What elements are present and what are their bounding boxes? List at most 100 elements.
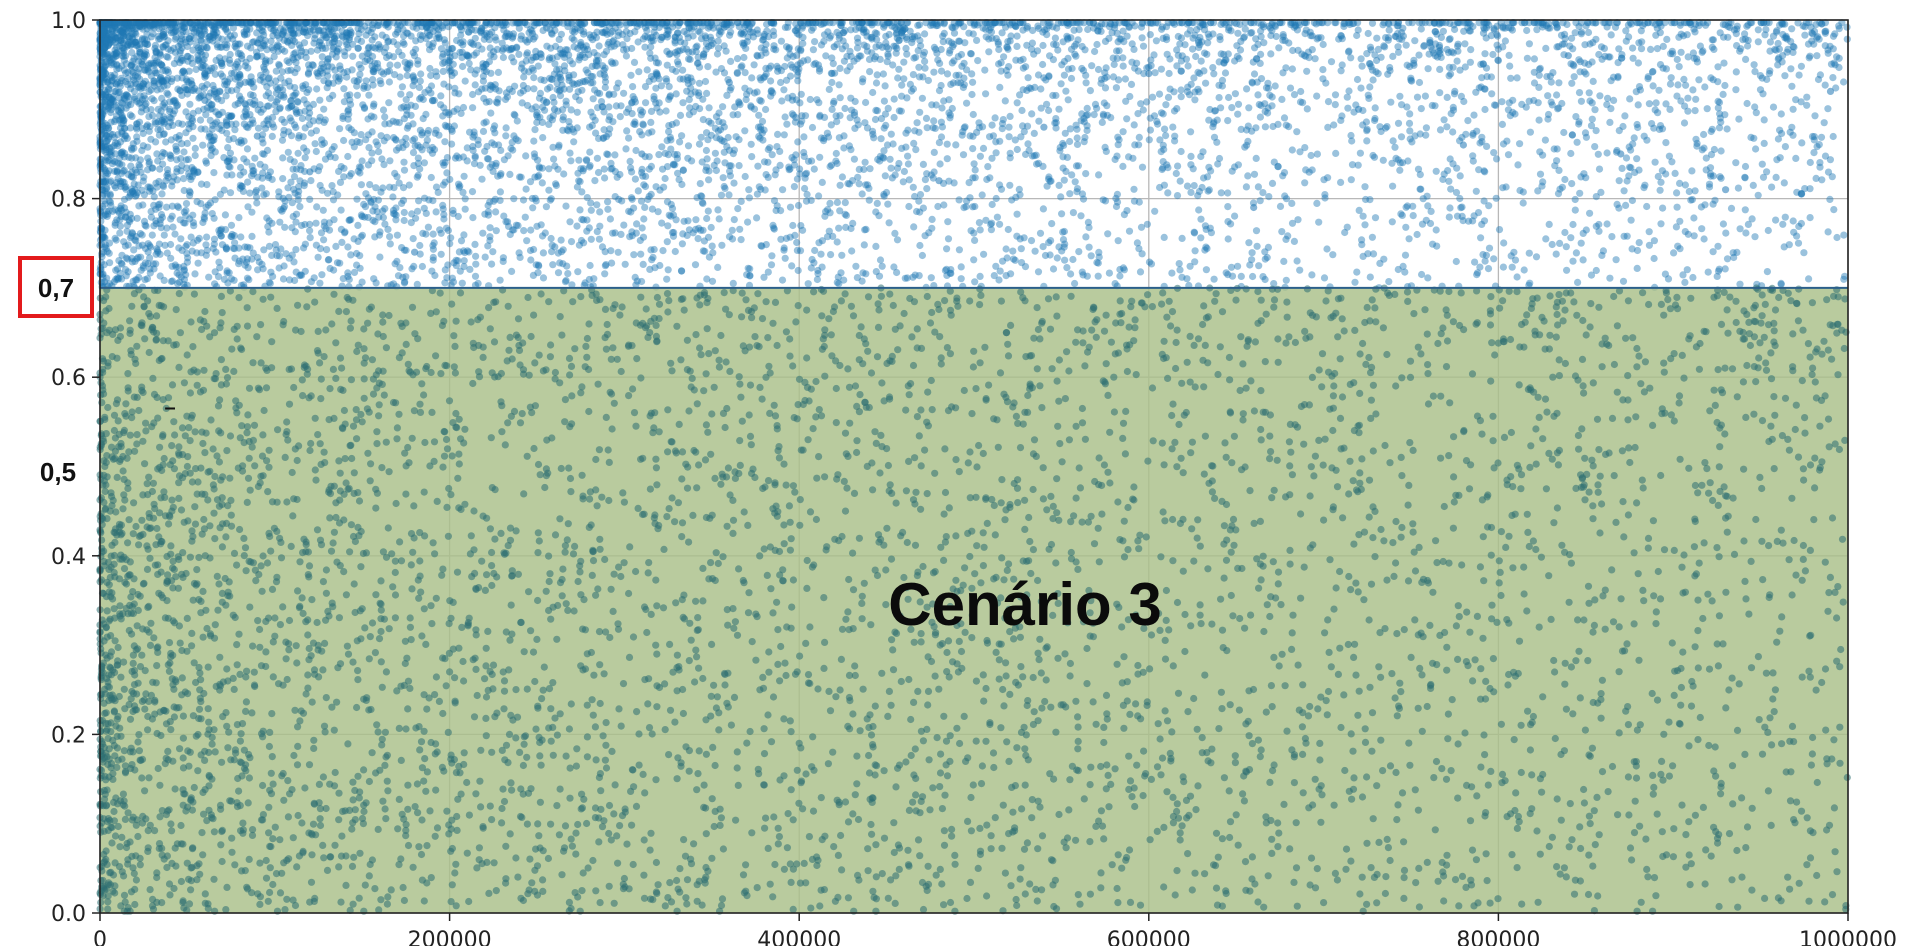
data-point: [1105, 34, 1113, 43]
data-point: [589, 113, 597, 121]
data-point: [902, 129, 910, 137]
data-point: [1157, 65, 1165, 73]
data-point: [1456, 137, 1464, 145]
data-point: [139, 201, 147, 209]
data-point: [464, 19, 472, 27]
data-point: [965, 29, 973, 37]
data-point: [389, 193, 397, 201]
data-point: [136, 230, 144, 238]
data-point: [1366, 43, 1374, 51]
data-point: [1619, 277, 1628, 285]
data-point: [818, 178, 826, 186]
data-point: [1564, 52, 1572, 60]
data-point: [296, 203, 304, 211]
data-point: [679, 166, 688, 174]
data-point: [1409, 202, 1417, 210]
data-point: [860, 25, 868, 33]
data-point: [278, 136, 287, 144]
data-point: [613, 173, 621, 181]
data-point: [520, 227, 528, 235]
data-point: [826, 199, 834, 207]
data-point: [1354, 26, 1362, 34]
data-point: [1732, 68, 1740, 76]
data-point: [1135, 133, 1143, 141]
data-point: [428, 43, 436, 51]
data-point: [550, 155, 558, 163]
data-point: [1112, 84, 1120, 92]
data-point: [390, 134, 398, 142]
data-point: [644, 19, 652, 27]
data-point: [959, 151, 968, 159]
data-point: [1069, 209, 1077, 217]
data-point: [1040, 123, 1048, 131]
data-point: [737, 63, 745, 71]
data-point: [738, 62, 746, 70]
data-point: [218, 59, 226, 67]
data-point: [750, 61, 758, 69]
data-point: [243, 243, 252, 251]
data-point: [1004, 38, 1012, 46]
data-point: [217, 226, 225, 235]
data-point: [1307, 151, 1315, 160]
data-point: [838, 251, 846, 259]
data-point: [564, 270, 572, 278]
data-point: [719, 103, 727, 111]
data-point: [364, 194, 373, 202]
data-point: [758, 242, 766, 250]
data-point: [141, 276, 149, 284]
data-point: [532, 197, 540, 205]
data-point: [573, 222, 581, 230]
data-point: [780, 86, 788, 94]
data-point: [402, 96, 410, 104]
data-point: [1156, 136, 1164, 144]
data-point: [1659, 204, 1667, 212]
data-point: [1715, 124, 1724, 132]
data-point: [1675, 63, 1683, 71]
data-point: [740, 53, 748, 62]
data-point: [381, 120, 389, 128]
data-point: [778, 276, 787, 284]
data-point: [1759, 90, 1767, 98]
data-point: [1081, 133, 1089, 142]
data-point: [630, 251, 638, 259]
data-point: [1714, 63, 1722, 71]
data-point: [542, 203, 551, 211]
data-point: [838, 45, 846, 53]
data-point: [578, 86, 586, 94]
data-point: [1344, 104, 1352, 112]
data-point: [1057, 193, 1065, 201]
data-point: [655, 151, 663, 159]
data-point: [1542, 44, 1550, 53]
data-point: [996, 83, 1004, 91]
data-point: [138, 82, 146, 90]
data-point: [318, 140, 326, 148]
data-point: [969, 78, 977, 86]
data-point: [1479, 251, 1487, 259]
data-point: [855, 52, 863, 60]
data-point: [838, 173, 847, 181]
data-point: [1296, 266, 1304, 274]
data-point: [894, 164, 902, 172]
data-point: [107, 95, 115, 103]
data-point: [1168, 269, 1176, 277]
data-point: [1727, 204, 1736, 212]
data-point: [1589, 39, 1597, 47]
data-point: [1824, 105, 1832, 113]
data-point: [811, 246, 819, 255]
data-point: [1674, 242, 1682, 250]
data-point: [1553, 91, 1561, 99]
data-point: [1264, 79, 1272, 87]
data-point: [852, 262, 860, 270]
data-point: [1094, 65, 1103, 74]
data-point: [561, 278, 570, 286]
data-point: [566, 218, 574, 226]
data-point: [1017, 133, 1025, 141]
data-point: [910, 223, 918, 231]
data-point: [705, 176, 713, 184]
data-point: [1693, 142, 1701, 150]
data-point: [120, 117, 128, 125]
data-point: [586, 261, 594, 270]
data-point: [118, 19, 127, 27]
data-point: [368, 157, 376, 165]
